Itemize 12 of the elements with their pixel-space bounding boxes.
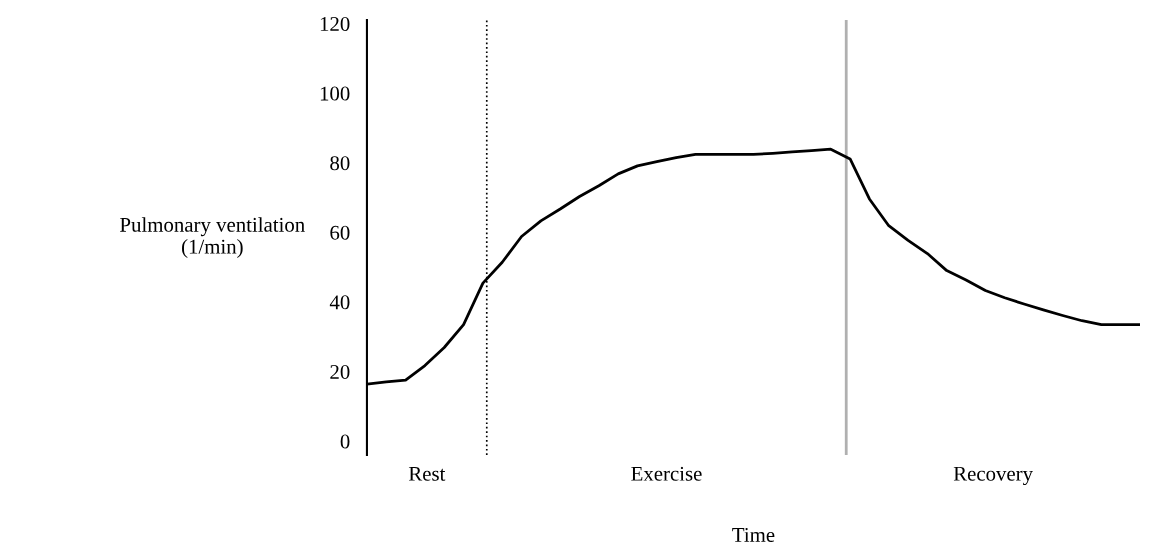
y-tick-label: 0 — [340, 434, 350, 449]
y-axis-title: Pulmonary ventilation (1/min) — [120, 217, 305, 258]
x-axis-title: Time — [732, 527, 775, 542]
text: Exercise — [631, 466, 702, 481]
y-tick-label: 40 — [329, 295, 350, 310]
y-tick-label: 20 — [330, 364, 350, 379]
y-tick-label: 60 — [330, 225, 350, 240]
text: Recovery — [953, 466, 1033, 486]
y-tick-label: 100 — [320, 86, 350, 101]
y-tick-label: 120 — [320, 16, 350, 31]
y-tick-label: 80 — [330, 156, 350, 171]
text: Rest — [408, 466, 446, 481]
